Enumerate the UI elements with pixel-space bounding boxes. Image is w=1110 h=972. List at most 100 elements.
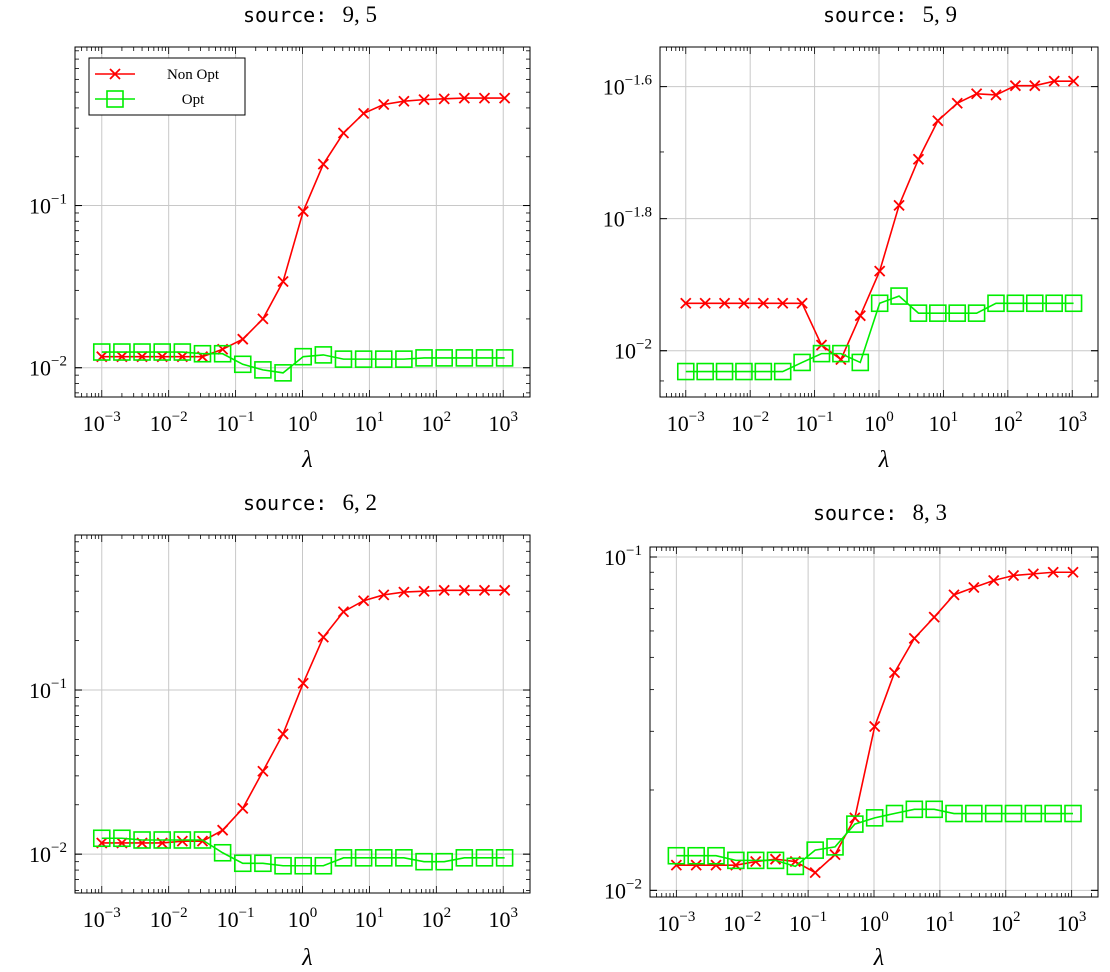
x-tick-label: 102	[422, 409, 452, 436]
data-point	[849, 812, 861, 824]
data-point	[948, 589, 960, 601]
data-point	[846, 815, 864, 833]
data-point	[951, 97, 963, 109]
data-point	[965, 804, 983, 823]
data-point	[1025, 294, 1044, 313]
chart-title-4: source: 8, 3	[650, 500, 1110, 526]
data-point	[374, 350, 393, 368]
data-point	[173, 831, 192, 849]
data-point	[498, 92, 511, 104]
data-point	[233, 854, 252, 873]
x-axis-label: λ	[301, 945, 312, 971]
data-point	[254, 361, 272, 379]
data-point	[458, 584, 470, 596]
data-point	[153, 831, 171, 849]
data-point	[738, 297, 750, 309]
data-point	[193, 831, 212, 849]
series-line	[101, 351, 505, 374]
chart-title-code: source:	[242, 3, 328, 27]
data-point	[435, 349, 453, 367]
data-point	[478, 92, 491, 104]
data-point	[1024, 804, 1043, 823]
chart-title-3: source: 6, 2	[75, 490, 545, 516]
data-point	[1067, 566, 1079, 578]
data-point	[294, 856, 312, 875]
data-point	[378, 98, 390, 111]
x-tick-label: 102	[991, 909, 1021, 936]
data-point	[1009, 80, 1022, 92]
chart-title-1: source: 9, 5	[75, 2, 545, 28]
data-point	[213, 843, 232, 862]
data-point	[869, 720, 881, 733]
x-tick-label: 103	[488, 409, 517, 436]
data-point	[274, 856, 292, 875]
data-point	[707, 846, 725, 865]
series-line	[685, 295, 1074, 373]
data-point	[890, 287, 908, 305]
data-point	[495, 349, 514, 367]
data-point	[1064, 294, 1083, 313]
x-tick-label: 10−1	[217, 409, 255, 436]
data-point	[670, 859, 682, 871]
data-point	[374, 849, 393, 867]
plot-frame	[649, 546, 1099, 898]
data-point	[354, 849, 373, 867]
data-point	[1045, 294, 1063, 313]
data-point	[337, 127, 350, 139]
data-point	[435, 852, 453, 871]
data-point	[754, 362, 773, 381]
data-point	[478, 584, 491, 596]
data-point	[334, 849, 353, 867]
data-point	[297, 205, 309, 218]
data-point	[912, 153, 925, 165]
data-point	[925, 800, 943, 819]
data-point	[1006, 294, 1025, 313]
x-tick-label: 10−3	[83, 905, 121, 932]
chart-title-value: 9, 5	[342, 2, 378, 27]
data-point	[378, 589, 390, 601]
legend-label: Non Opt	[167, 67, 220, 83]
data-point	[337, 606, 350, 618]
data-point	[948, 304, 967, 322]
legend-box	[88, 57, 246, 116]
data-point	[1044, 804, 1062, 823]
series-line	[101, 97, 505, 358]
data-point	[455, 849, 474, 867]
data-point	[153, 343, 171, 361]
data-point	[945, 804, 963, 823]
y-tick-label: 10−1	[29, 676, 67, 703]
series-line	[101, 837, 505, 867]
x-tick-label: 100	[288, 905, 318, 932]
data-point	[1029, 80, 1041, 92]
data-point	[357, 107, 370, 120]
data-point	[835, 353, 847, 366]
legend-marker	[109, 68, 121, 80]
chart-title-code: source:	[242, 491, 328, 515]
x-tick-label: 10−3	[657, 909, 695, 936]
data-point	[438, 584, 450, 596]
chart-title-2: source: 5, 9	[660, 2, 1110, 28]
data-point	[196, 835, 209, 847]
data-point	[133, 831, 151, 849]
data-point	[710, 859, 722, 871]
data-point	[806, 841, 824, 859]
data-point	[929, 304, 947, 322]
chart-svg-4: 10−3 10−2 10−1 100 101 102 103 10−2 10−1 λ	[604, 543, 1099, 971]
data-point	[1027, 568, 1039, 580]
data-point	[984, 804, 1003, 823]
x-tick-label: 10−2	[723, 909, 761, 936]
data-point	[766, 851, 785, 870]
data-point	[696, 362, 714, 381]
data-point	[92, 343, 111, 361]
data-point	[354, 350, 373, 368]
chart-svg-1: 10−3 10−2 10−1 100 101 102 103 10−2 10−1 λ Non Opt…	[29, 46, 531, 473]
data-point	[967, 304, 986, 322]
x-tick-label: 101	[355, 905, 385, 932]
data-point	[988, 574, 1000, 587]
data-point	[398, 586, 410, 598]
data-point	[667, 846, 686, 865]
data-point	[928, 611, 940, 623]
x-tick-label: 10−3	[83, 409, 121, 436]
x-tick-label: 100	[288, 409, 318, 436]
